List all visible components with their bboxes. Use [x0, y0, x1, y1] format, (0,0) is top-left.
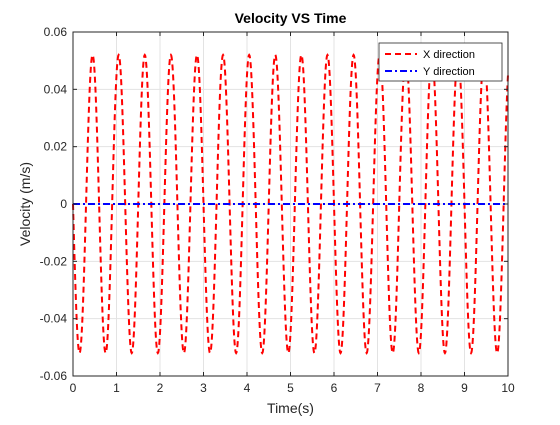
y-tick-label: -0.04: [40, 312, 68, 326]
x-tick-label: 10: [501, 381, 515, 395]
x-tick-label: 5: [287, 381, 294, 395]
y-axis-label: Velocity (m/s): [17, 162, 33, 246]
x-tick-label: 9: [461, 381, 468, 395]
legend-box: [378, 42, 503, 82]
x-tick-label: 1: [113, 381, 120, 395]
y-tick-label: 0.04: [44, 82, 68, 96]
legend: X direction Y direction: [378, 42, 503, 82]
legend-label-y-direction: Y direction: [423, 66, 475, 78]
series-line-x-direction: [72, 53, 509, 355]
y-tick-label: 0: [60, 197, 67, 211]
x-tick-label: 7: [374, 381, 381, 395]
ticks: 0 1 2 3 4 5 6 7 8 9 10 -0.06 -0.04 -0.02 0 0.02 0.04 0.06: [40, 25, 515, 395]
x-tick-label: 4: [244, 381, 251, 395]
x-tick-label: 6: [331, 381, 338, 395]
x-tick-label: 8: [418, 381, 425, 395]
legend-label-x-direction: X direction: [423, 49, 475, 61]
x-tick-label: 3: [200, 381, 207, 395]
y-tick-label: -0.02: [40, 254, 68, 268]
x-tick-label: 2: [157, 381, 164, 395]
x-tick-label: 0: [70, 381, 77, 395]
y-tick-label: 0.02: [44, 140, 68, 154]
chart-title: Velocity VS Time: [235, 10, 347, 26]
series-layer: [72, 53, 509, 355]
y-tick-label: 0.06: [44, 25, 68, 39]
y-tick-label: -0.06: [40, 369, 68, 383]
x-axis-label: Time(s): [267, 400, 314, 416]
